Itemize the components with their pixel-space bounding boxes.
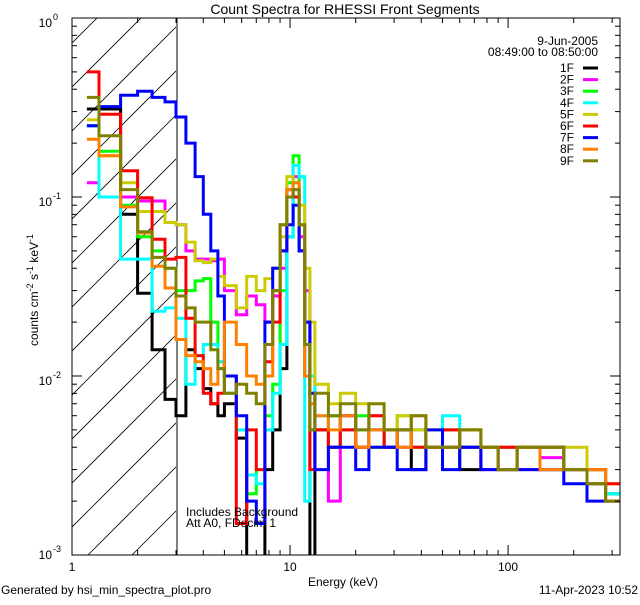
x-axis-label: Energy (keV) xyxy=(308,575,378,589)
hatch-line xyxy=(72,18,186,132)
y-tick-label-3: 10 -3 xyxy=(39,544,61,562)
legend-time-range: 08:49:00 to 08:50:00 xyxy=(488,45,598,59)
legend-entry-2F: 2F xyxy=(560,73,598,87)
legend-entry-8F: 8F xyxy=(560,142,598,156)
x-tick-label-10: 10 xyxy=(283,560,297,574)
y-tick-label-0: 10 0 xyxy=(39,12,58,30)
svg-text:10: 10 xyxy=(39,195,53,209)
legend-entry-7F: 7F xyxy=(560,131,598,145)
svg-text:-1: -1 xyxy=(53,191,61,201)
y-tick-label-1: 10 -1 xyxy=(39,191,61,209)
legend-entry-1F: 1F xyxy=(560,61,598,75)
y-axis-label: counts cm-2 s-1 keV-1 xyxy=(25,234,41,346)
svg-text:10: 10 xyxy=(39,374,53,388)
legend-label: 5F xyxy=(560,107,574,121)
y-tick-label-2: 10 -2 xyxy=(39,370,61,388)
legend-label: 7F xyxy=(560,131,574,145)
legend-entry-9F: 9F xyxy=(560,154,598,168)
chart-title: Count Spectra for RHESSI Front Segments xyxy=(210,1,479,17)
svg-text:-3: -3 xyxy=(53,544,61,554)
legend-label: 4F xyxy=(560,96,574,110)
axis-ticks xyxy=(71,17,620,556)
footer-timestamp: 11-Apr-2023 10:52 xyxy=(539,583,639,597)
x-tick-label-1: 1 xyxy=(69,560,76,574)
svg-text:10: 10 xyxy=(39,548,53,562)
legend-entry-4F: 4F xyxy=(560,96,598,110)
plot-frame xyxy=(71,17,621,556)
legend-label: 8F xyxy=(560,142,574,156)
legend-label: 1F xyxy=(560,61,574,75)
svg-text:10: 10 xyxy=(39,16,53,30)
legend-entry-6F: 6F xyxy=(560,119,598,133)
legend-label: 2F xyxy=(560,73,574,87)
series-4F xyxy=(86,124,620,503)
x-tick-label-100: 100 xyxy=(498,560,518,574)
legend-label: 6F xyxy=(560,119,574,133)
legend-date: 9-Jun-2005 xyxy=(537,34,598,48)
footer-generated-by: Generated by hsi_min_spectra_plot.pro xyxy=(1,583,211,597)
legend-entry-5F: 5F xyxy=(560,107,598,121)
hatched-region xyxy=(72,18,620,555)
legend-label: 9F xyxy=(560,154,574,168)
legend-label: 3F xyxy=(560,84,574,98)
annotation-attenuator: Att A0, FDecim 1 xyxy=(186,516,276,530)
legend-entry-3F: 3F xyxy=(560,84,598,98)
hatch-line xyxy=(72,18,142,88)
svg-text:0: 0 xyxy=(53,12,58,22)
svg-text:-2: -2 xyxy=(53,370,61,380)
hatch-line xyxy=(72,18,98,44)
series-9F xyxy=(86,95,620,503)
annotation-background: Includes Background xyxy=(186,505,298,519)
